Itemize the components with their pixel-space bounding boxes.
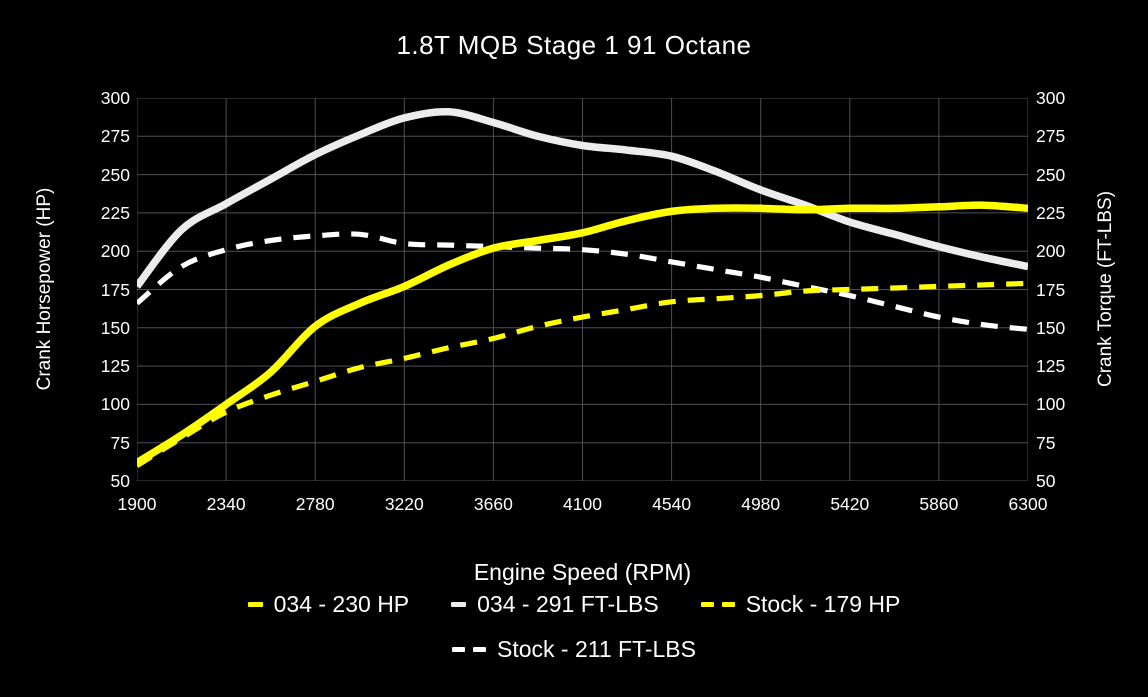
curve-stock-211-ft-lbs: [137, 231, 1028, 332]
legend-item: 034 - 230 HP: [247, 591, 410, 618]
legend: 034 - 230 HP 034 - 291 FT-LBS Stock - 179 …: [0, 591, 1148, 618]
y-tick-right: 125: [1036, 356, 1066, 377]
y-tick-right: 175: [1036, 279, 1066, 300]
y-tick-left: 175: [100, 279, 130, 300]
legend-label: Stock - 179 HP: [745, 591, 901, 617]
x-tick: 4980: [741, 494, 781, 514]
legend-label: Stock - 211 FT-LBS: [497, 636, 696, 662]
y-tick-right: 250: [1036, 164, 1066, 185]
x-tick: 2340: [206, 494, 246, 514]
legend-item: Stock - 211 FT-LBS: [452, 636, 696, 663]
dashed-line-swatch-icon: [700, 602, 735, 607]
y-tick-right: 75: [1036, 432, 1056, 453]
x-tick: 3220: [384, 494, 424, 514]
solid-line-swatch-icon: [247, 602, 263, 607]
x-tick: 1900: [117, 494, 157, 514]
right-axis-title: Crank Torque (FT-LBS): [1095, 190, 1116, 388]
curve-stock-179-hp: [137, 280, 1028, 468]
y-tick-left: 100: [100, 394, 130, 415]
plot-area: [137, 98, 1028, 481]
curve-034-291-ft-lbs: [137, 107, 1028, 289]
left-axis-title: Crank Horsepower (HP): [34, 187, 55, 391]
x-axis-title: Engine Speed (RPM): [473, 559, 692, 585]
y-tick-right: 300: [1036, 88, 1066, 108]
x-tick: 5420: [830, 494, 870, 514]
legend-row-2: Stock - 211 FT-LBS: [0, 636, 1148, 663]
x-tick: 4100: [563, 494, 602, 514]
x-tick: 4540: [652, 494, 692, 514]
y-tick-left: 200: [100, 241, 130, 262]
x-tick: 3660: [473, 494, 513, 514]
y-tick-left: 150: [100, 317, 130, 338]
y-tick-left: 300: [100, 88, 130, 108]
x-tick: 5860: [919, 494, 959, 514]
legend-label: 034 - 230 HP: [273, 591, 410, 617]
chart-title: 1.8T MQB Stage 1 91 Octane: [396, 30, 752, 60]
legend-item: Stock - 179 HP: [700, 591, 901, 618]
y-tick-left: 75: [110, 432, 130, 453]
x-tick: 2780: [295, 494, 335, 514]
x-tick: 6300: [1008, 494, 1048, 514]
y-tick-left: 225: [100, 202, 130, 223]
legend-label: 034 - 291 FT-LBS: [477, 591, 659, 617]
y-tick-left: 250: [100, 164, 130, 185]
y-tick-right: 225: [1036, 202, 1066, 223]
y-tick-left: 125: [100, 356, 130, 377]
y-tick-right: 275: [1036, 126, 1066, 147]
y-tick-left: 275: [100, 126, 130, 147]
y-tick-right: 50: [1036, 471, 1056, 491]
y-tick-right: 150: [1036, 317, 1066, 338]
dashed-line-swatch-icon: [452, 647, 486, 652]
y-tick-right: 200: [1036, 241, 1066, 262]
y-tick-left: 50: [110, 471, 130, 491]
solid-line-swatch-icon: [451, 602, 467, 607]
curves-canvas: [137, 98, 1028, 481]
legend-item: 034 - 291 FT-LBS: [451, 591, 659, 618]
y-tick-right: 100: [1036, 394, 1066, 415]
curve-034-230-hp: [137, 201, 1028, 466]
